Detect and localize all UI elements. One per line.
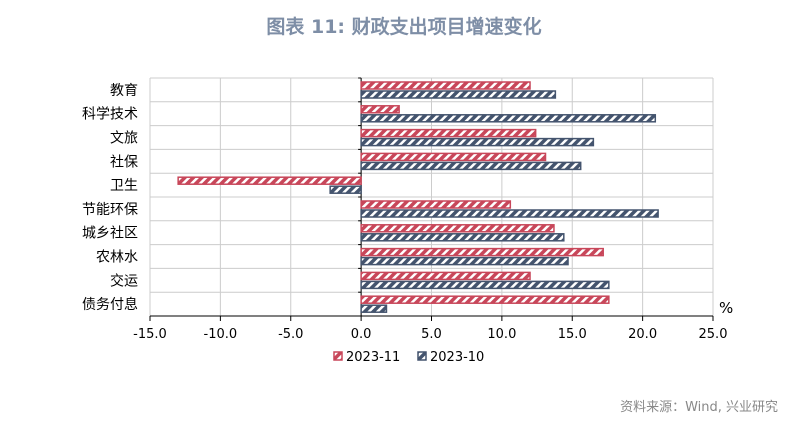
bar-2023-11 [360, 295, 610, 304]
category-label: 社保 [110, 154, 138, 170]
source-note: 资料来源：Wind, 兴业研究 [620, 400, 778, 415]
category-label: 科学技术 [82, 107, 138, 123]
category-label: 教育 [110, 83, 138, 99]
x-tick-label: -15.0 [133, 327, 167, 342]
bar-2023-10 [360, 280, 610, 290]
bar-2023-10 [360, 233, 565, 242]
x-tick-label: 20.0 [628, 327, 657, 342]
chart-title: 图表 11: 财政支出项目增速变化 [266, 16, 542, 38]
category-label: 文旅 [110, 131, 138, 147]
x-tick-label: 10.0 [487, 327, 516, 342]
bar-2023-11 [360, 247, 604, 257]
category-label: 交运 [110, 272, 138, 289]
x-tick-label: 5.0 [421, 327, 442, 342]
x-tick-label: -5.0 [278, 327, 303, 342]
category-label: 农林水 [96, 250, 138, 266]
x-tick-label: 15.0 [558, 327, 587, 342]
bar-2023-11 [177, 176, 362, 185]
legend-label: 2023-10 [430, 350, 484, 365]
bar-2023-11 [360, 128, 537, 138]
legend-swatch [417, 351, 427, 361]
bar-2023-11 [360, 105, 400, 114]
bar-2023-10 [360, 256, 569, 266]
x-tick-label: 0.0 [351, 327, 372, 342]
bar-2023-11 [360, 200, 512, 209]
bar-2023-10 [329, 185, 362, 194]
bar-2023-11 [360, 271, 531, 281]
x-tick-label: 25.0 [699, 327, 728, 342]
legend-label: 2023-11 [346, 350, 400, 365]
bar-2023-10 [360, 137, 595, 147]
bar-2023-10 [360, 304, 388, 313]
x-tick-label: -10.0 [204, 327, 238, 342]
bar-2023-10 [360, 90, 557, 99]
bar-2023-10 [360, 114, 657, 123]
bar-2023-11 [360, 152, 547, 162]
category-label: 卫生 [110, 178, 138, 194]
category-label: 债务付息 [82, 296, 138, 313]
bar-2023-11 [360, 81, 531, 90]
bar-2023-11 [360, 224, 555, 233]
unit-label: % [719, 299, 733, 317]
category-label: 节能环保 [82, 202, 138, 218]
legend-swatch [333, 351, 343, 361]
bar-2023-10 [360, 209, 659, 218]
category-label: 城乡社区 [82, 226, 138, 242]
bar-2023-10 [360, 161, 582, 171]
